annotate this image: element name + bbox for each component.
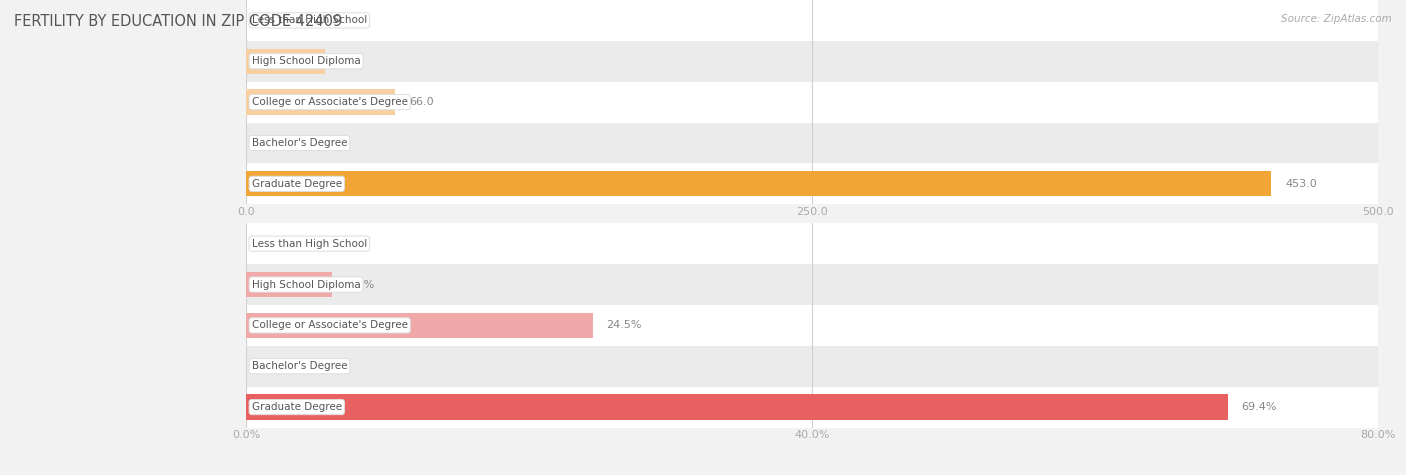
Bar [246, 89, 395, 115]
Text: 24.5%: 24.5% [606, 320, 641, 331]
Text: Source: ZipAtlas.com: Source: ZipAtlas.com [1281, 14, 1392, 24]
Text: Bachelor's Degree: Bachelor's Degree [252, 361, 347, 371]
Bar [246, 394, 1227, 420]
Text: 69.4%: 69.4% [1241, 402, 1277, 412]
Text: Less than High School: Less than High School [252, 15, 367, 26]
Bar [246, 48, 325, 74]
Text: 0.0%: 0.0% [260, 361, 288, 371]
Text: High School Diploma: High School Diploma [252, 279, 360, 290]
Text: Graduate Degree: Graduate Degree [252, 179, 342, 189]
Bar [246, 123, 1378, 163]
Text: Graduate Degree: Graduate Degree [252, 402, 342, 412]
Text: FERTILITY BY EDUCATION IN ZIP CODE 42409: FERTILITY BY EDUCATION IN ZIP CODE 42409 [14, 14, 342, 29]
Text: 0.0: 0.0 [260, 138, 277, 148]
Text: Bachelor's Degree: Bachelor's Degree [252, 138, 347, 148]
Text: 0.0%: 0.0% [260, 238, 288, 249]
Bar [246, 163, 1378, 204]
Bar [246, 171, 1271, 197]
Text: 6.1%: 6.1% [346, 279, 374, 290]
Text: College or Associate's Degree: College or Associate's Degree [252, 97, 408, 107]
Bar [246, 223, 1378, 264]
Text: High School Diploma: High School Diploma [252, 56, 360, 66]
Text: College or Associate's Degree: College or Associate's Degree [252, 320, 408, 331]
Text: 66.0: 66.0 [409, 97, 433, 107]
Text: 35.0: 35.0 [339, 56, 364, 66]
Bar [246, 346, 1378, 387]
Bar [246, 0, 1378, 41]
Bar [246, 41, 1378, 82]
Bar [246, 264, 1378, 305]
Bar [246, 82, 1378, 123]
Text: 453.0: 453.0 [1285, 179, 1317, 189]
Bar [246, 387, 1378, 428]
Bar [246, 305, 1378, 346]
Bar [246, 272, 332, 297]
Text: 0.0: 0.0 [260, 15, 277, 26]
Text: Less than High School: Less than High School [252, 238, 367, 249]
Bar [246, 313, 593, 338]
